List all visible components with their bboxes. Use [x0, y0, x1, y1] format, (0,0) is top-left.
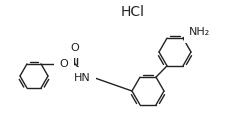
- Text: HN: HN: [74, 73, 90, 83]
- Text: O: O: [60, 59, 68, 69]
- Text: HCl: HCl: [121, 5, 145, 19]
- Text: NH₂: NH₂: [189, 27, 211, 37]
- Text: O: O: [71, 43, 79, 53]
